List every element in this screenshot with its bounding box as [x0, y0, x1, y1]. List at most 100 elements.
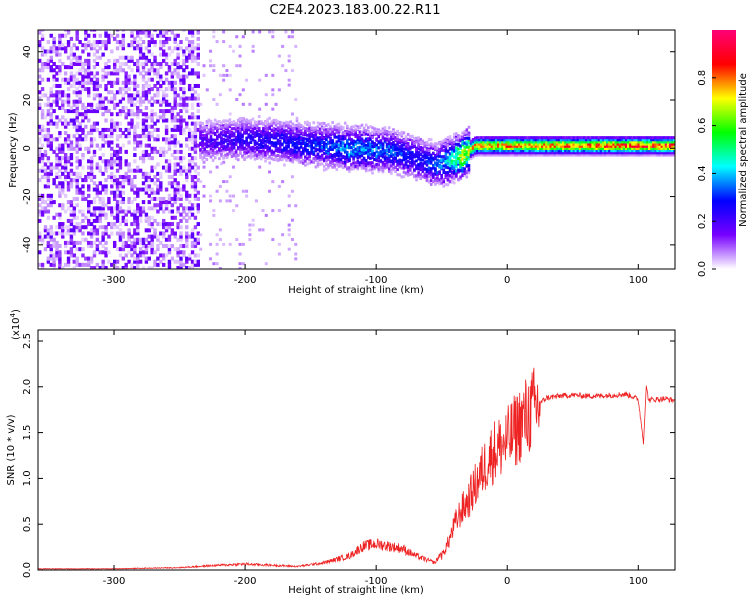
- spectrogram-cell: [549, 144, 553, 148]
- spectrogram-cell: [187, 131, 192, 136]
- spectrogram-cell: [55, 174, 59, 179]
- spectrogram-cell: [385, 133, 389, 137]
- spectrogram-cell: [562, 140, 565, 144]
- spectrogram-cell: [136, 218, 140, 223]
- spectrogram-cell: [124, 159, 128, 164]
- spectrogram-cell: [89, 212, 94, 217]
- spectrogram-cell: [281, 233, 285, 237]
- spectrogram-cell: [215, 129, 219, 133]
- spectrogram-cell: [381, 127, 385, 131]
- spectrogram-cell: [72, 99, 77, 104]
- spectrogram-cell: [528, 140, 532, 144]
- spectrogram-cell: [167, 140, 172, 145]
- spectrogram-cell: [112, 153, 117, 158]
- spectrogram-cell: [215, 233, 219, 237]
- spectrogram-cell: [276, 153, 280, 157]
- spectrogram-cell: [75, 137, 79, 142]
- spectrogram-cell: [40, 266, 45, 269]
- spectrogram-cell: [509, 142, 513, 146]
- spectrogram-cell: [164, 187, 169, 192]
- spectrogram-cell: [72, 74, 77, 79]
- spectrogram-cell: [331, 139, 334, 143]
- spectrogram-cell: [38, 74, 42, 79]
- spectrogram-cell: [63, 33, 68, 38]
- spectrogram-cell: [187, 146, 192, 151]
- spectrogram-cell: [387, 142, 391, 146]
- spectrogram-cell: [46, 178, 51, 183]
- spectrogram-cell: [173, 231, 177, 236]
- spectrogram-cell: [136, 266, 140, 269]
- spectrogram-cell: [528, 144, 532, 148]
- spectrogram-cell: [112, 102, 117, 107]
- spectrogram-cell: [436, 142, 439, 146]
- spectrogram-cell: [348, 156, 351, 160]
- spectrogram-cell: [127, 58, 131, 63]
- spectrogram-cell: [55, 90, 59, 95]
- spectrogram-cell: [232, 127, 236, 131]
- spectrogram-cell: [230, 154, 234, 158]
- spectrogram-cell: [352, 142, 355, 146]
- spectrogram-cell: [220, 125, 223, 129]
- spectrogram-cell: [218, 150, 221, 154]
- spectrogram-cell: [118, 40, 123, 45]
- spectrogram-cell: [406, 159, 410, 163]
- spectrogram-cell: [156, 93, 160, 98]
- spectrogram-cell: [182, 102, 186, 107]
- spectrogram-cell: [121, 231, 126, 236]
- spectrogram-cell: [89, 140, 94, 145]
- spectrogram-cell: [364, 148, 368, 152]
- spectrogram-cell: [69, 168, 74, 173]
- spectrogram-cell: [480, 136, 483, 140]
- spectrogram-cell: [408, 135, 412, 139]
- spectrogram-cell: [124, 83, 128, 88]
- spectrogram-cell: [325, 124, 328, 128]
- spectrogram-cell: [205, 153, 209, 157]
- spectrogram-cell: [104, 165, 108, 170]
- spectrogram-cell: [507, 144, 511, 148]
- spectrogram-cell: [484, 153, 488, 157]
- spectrogram-cell: [555, 149, 559, 153]
- spectrogram-cell: [150, 36, 154, 41]
- spectrogram-cell: [212, 30, 216, 34]
- spectrogram-cell: [164, 124, 169, 129]
- spectrogram-cell: [438, 147, 441, 151]
- spectrogram-cell: [520, 144, 523, 148]
- spectrogram-cell: [249, 147, 253, 151]
- spectrogram-cell: [297, 125, 301, 129]
- spectrogram-cell: [190, 234, 195, 239]
- spectrogram-cell: [118, 222, 123, 227]
- spectrogram-cell: [167, 146, 172, 151]
- spectrogram-cell: [490, 151, 494, 155]
- spectrogram-cell: [440, 160, 443, 164]
- spectrogram-cell: [187, 83, 192, 88]
- spectrogram-cell: [167, 193, 172, 198]
- spectrogram-cell: [222, 73, 226, 77]
- spectrogram-cell: [89, 240, 94, 245]
- spectrogram-cell: [63, 46, 68, 51]
- spectrogram-cell: [411, 164, 414, 168]
- spectrogram-cell: [318, 145, 322, 149]
- spectrogram-cell: [400, 166, 404, 170]
- spectrogram-cell: [58, 250, 62, 255]
- spectrogram-cell: [465, 153, 469, 157]
- spectrogram-cell: [377, 159, 381, 163]
- spectrogram-cell: [360, 159, 364, 163]
- spectrogram-cell: [159, 87, 163, 92]
- spectrogram-cell: [222, 146, 225, 150]
- spectrogram-cell: [52, 36, 56, 41]
- spectrogram-cell: [283, 121, 286, 125]
- spectrogram-cell: [72, 146, 77, 151]
- spectrogram-cell: [153, 83, 157, 88]
- spectrogram-cell: [98, 181, 102, 186]
- spectrogram-cell: [75, 109, 79, 114]
- spectrogram-cell: [46, 102, 51, 107]
- spectrogram-cell: [138, 247, 143, 252]
- spectrogram-cell: [58, 222, 62, 227]
- spectrogram-cell: [40, 127, 45, 132]
- spectrogram-cell: [46, 159, 51, 164]
- spectrogram-cell: [153, 68, 157, 73]
- spectrogram-cell: [202, 64, 206, 68]
- spectrogram-cell: [115, 206, 120, 211]
- spectrogram-cell: [287, 228, 291, 232]
- spectrogram-cell: [118, 234, 123, 239]
